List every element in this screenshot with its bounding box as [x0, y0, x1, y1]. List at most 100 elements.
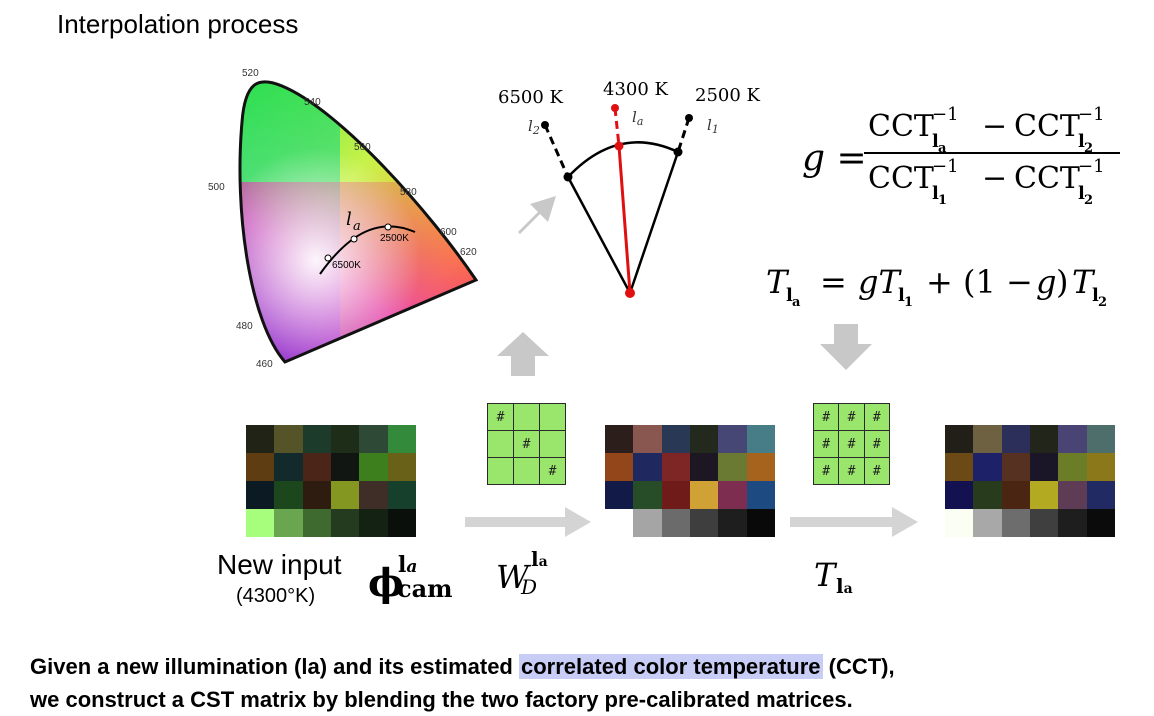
matrix-cell [540, 404, 565, 430]
swatch-patch [246, 453, 275, 481]
swatch-patch [246, 481, 275, 509]
swatch-patch [661, 509, 690, 537]
swatch-patch [633, 509, 662, 537]
matrix-cell: # [814, 431, 839, 457]
phi-symbol: ϕ [368, 560, 404, 605]
svg-text:2: 2 [1098, 295, 1107, 310]
swatch-patch [746, 425, 775, 453]
swatch-patch [945, 425, 974, 453]
svg-text:−1: −1 [1078, 104, 1105, 125]
svg-text:g: g [1036, 263, 1056, 301]
matrix-cell: # [864, 458, 889, 484]
swatch-patch [718, 481, 747, 509]
temp-6500k-label: 6500 K [498, 87, 564, 108]
swatch-patch [633, 481, 662, 509]
svg-text:l: l [932, 183, 939, 204]
swatch-patch [246, 425, 275, 453]
matrix-cell: # [864, 404, 889, 430]
t-subscript: la [836, 574, 853, 598]
matrix-cell [540, 431, 565, 457]
arrow-right-1 [465, 507, 591, 537]
tick-460: 460 [256, 359, 273, 370]
intermediate-color-checker [605, 425, 775, 537]
svg-text:2: 2 [1084, 193, 1093, 208]
swatch-patch [690, 481, 719, 509]
l1-label: l1 [707, 116, 719, 136]
swatch-patch [690, 425, 719, 453]
matrix-cell: # [540, 458, 565, 484]
arrow-up-right [518, 196, 556, 234]
swatch-patch [1086, 509, 1115, 537]
cie-chromaticity-diagram: l a 2500K 6500K 520 540 560 580 600 620 … [208, 68, 479, 370]
swatch-patch [1030, 481, 1059, 509]
svg-text:−1: −1 [932, 156, 959, 177]
swatch-patch [605, 425, 634, 453]
swatch-patch [1058, 509, 1087, 537]
svg-text:=: = [820, 263, 847, 301]
swatch-patch [945, 453, 974, 481]
svg-text:l: l [1092, 285, 1099, 306]
swatch-patch [246, 509, 275, 537]
matrix-cell: # [839, 458, 864, 484]
arrow-up [497, 332, 549, 376]
svg-text:−: − [982, 161, 1007, 196]
swatch-patch [359, 453, 388, 481]
swatch-patch [661, 425, 690, 453]
swatch-patch [973, 481, 1002, 509]
g-lhs: g = [802, 138, 867, 179]
svg-text:T: T [766, 263, 790, 301]
swatch-patch [359, 481, 388, 509]
svg-text:l: l [786, 285, 793, 306]
svg-text:l: l [898, 285, 905, 306]
cie-la-label: l [346, 209, 352, 230]
swatch-patch [1086, 453, 1115, 481]
tick-520: 520 [242, 68, 259, 79]
swatch-patch [690, 453, 719, 481]
swatch-patch [973, 425, 1002, 453]
swatch-patch [387, 425, 416, 453]
wd-subscript: D [521, 575, 538, 599]
matrix-cell: # [839, 404, 864, 430]
swatch-patch [633, 453, 662, 481]
swatch-patch [1058, 425, 1087, 453]
tick-560: 560 [354, 142, 371, 153]
tick-480: 480 [236, 321, 253, 332]
swatch-patch [1001, 425, 1030, 453]
swatch-patch [1001, 453, 1030, 481]
caption-highlight: correlated color temperature [518, 654, 823, 679]
svg-text:+ (1 −: + (1 − [926, 263, 1033, 301]
svg-text:l: l [1078, 131, 1085, 152]
t-matrix: # # # # # # # # # [813, 403, 890, 485]
swatch-patch [359, 425, 388, 453]
svg-text:CCT: CCT [1014, 161, 1080, 196]
swatch-patch [746, 481, 775, 509]
tick-620: 620 [460, 247, 477, 258]
caption: Given a new illumination (la) and its es… [30, 650, 895, 716]
page-title: Interpolation process [57, 9, 299, 39]
swatch-patch [302, 481, 331, 509]
swatch-patch [661, 481, 690, 509]
matrix-cell: # [514, 431, 539, 457]
svg-text:gT: gT [858, 263, 902, 301]
swatch-patch [718, 509, 747, 537]
output-color-checker [945, 425, 1115, 537]
swatch-patch [973, 453, 1002, 481]
caption-line2: we construct a CST matrix by blending th… [30, 687, 853, 712]
swatch-patch [661, 453, 690, 481]
arrow-right-2 [790, 507, 918, 537]
swatch-patch [302, 509, 331, 537]
swatch-patch [1058, 453, 1087, 481]
swatch-patch [302, 453, 331, 481]
svg-text:T: T [1072, 263, 1096, 301]
swatch-patch [690, 509, 719, 537]
swatch-patch [1086, 425, 1115, 453]
swatch-patch [605, 481, 634, 509]
swatch-patch [746, 509, 775, 537]
svg-text:−1: −1 [932, 104, 959, 125]
wd-matrix: # # # [487, 403, 566, 485]
swatch-patch [718, 453, 747, 481]
matrix-cell [488, 458, 513, 484]
tick-580: 580 [400, 187, 417, 198]
new-input-temp: (4300°K) [236, 585, 316, 607]
l2-label: l2 [528, 117, 540, 137]
